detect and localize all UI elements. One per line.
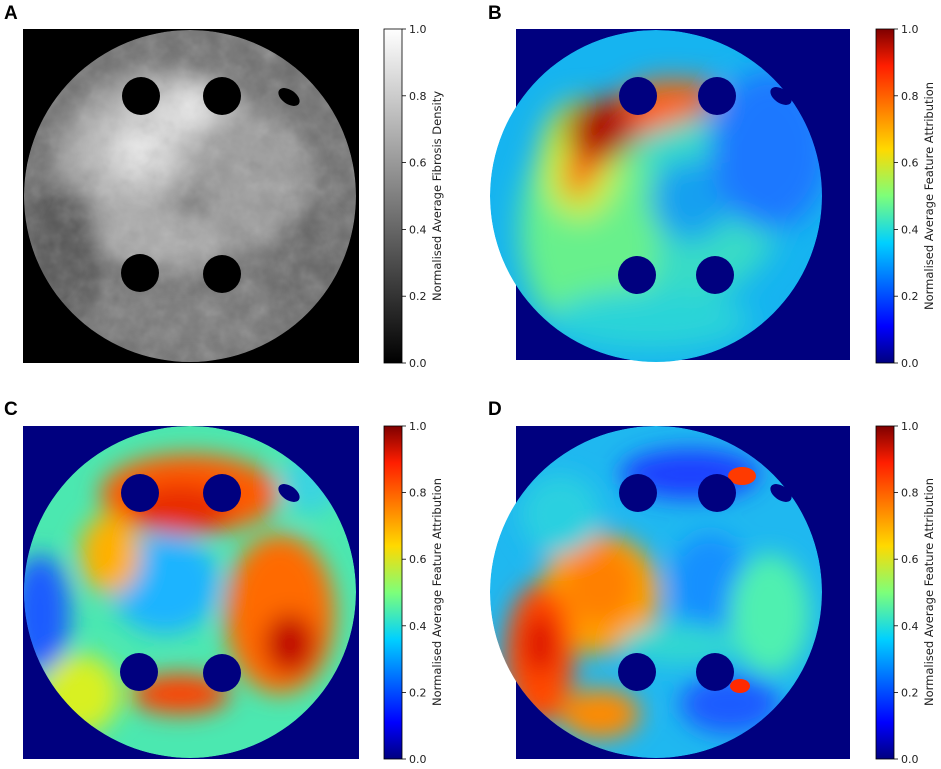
colorbar-tick-label: 1.0 [901,23,919,36]
hole-bottom-left [121,254,159,292]
panel-c: C [0,384,470,769]
colorbar-tick-label: 0.4 [901,620,919,633]
colorbar-tick-label: 0.6 [901,157,919,170]
colorbar-tick-label: 0.0 [409,753,427,766]
colorbar-tick-label: 1.0 [409,23,427,36]
hole-top-left [121,474,159,512]
colorbar: 0.0 0.2 0.4 0.6 0.8 1.0 Normalised Average Fe… [875,23,936,370]
hole-top-right [698,77,736,115]
heatmap-b: 0.0 0.2 0.4 0.6 0.8 1.0 Normalised Average Fe… [490,23,936,370]
heatmap-a: 0.0 0.2 0.4 0.6 0.8 1.0 Normalised Average Fi… [23,23,444,370]
panel-letter: D [488,399,502,420]
colorbar-tick-label: 0.2 [409,290,427,303]
colorbar: 0.0 0.2 0.4 0.6 0.8 1.0 Normalised Average Fe… [383,420,444,766]
hole-top-left [619,77,657,115]
panel-b: B [470,0,941,384]
panel-d: D [470,384,941,769]
colorbar-tick-label: 0.0 [409,357,427,370]
colorbar-tick-label: 0.2 [901,290,919,303]
hole-top-right [203,474,241,512]
colorbar-ticks: 0.0 0.2 0.4 0.6 0.8 1.0 [894,420,919,766]
colorbar-tick-label: 0.2 [409,686,427,699]
hole-top-right [698,474,736,512]
hole-small [770,484,792,502]
colorbar-tick-label: 0.8 [901,487,919,500]
hole-bottom-left [618,256,656,294]
hole-top-right [203,77,241,115]
hole-small [278,484,300,502]
colorbar-tick-label: 1.0 [409,420,427,433]
colorbar-tick-label: 0.2 [901,686,919,699]
panel-a: A [0,0,470,384]
colorbar-tick-label: 0.6 [409,157,427,170]
hole-bottom-right [696,256,734,294]
colorbar-tick-label: 0.8 [409,90,427,103]
panel-letter: B [488,3,502,24]
hole-small [770,87,792,105]
hole-bottom-right [203,255,241,293]
hole-bottom-right [203,654,241,692]
hole-bottom-left [618,653,656,691]
colorbar-tick-label: 0.0 [901,357,919,370]
colorbar-ticks: 0.0 0.2 0.4 0.6 0.8 1.0 [402,23,427,370]
colorbar-label: Normalised Average Feature Attribution [922,478,936,706]
colorbar-tick-label: 0.0 [901,753,919,766]
heatmap-c: 0.0 0.2 0.4 0.6 0.8 1.0 Normalised Average Fe… [23,420,444,766]
hole-small [278,88,300,106]
colorbar-tick-label: 0.4 [409,223,427,236]
colorbar-tick-label: 0.4 [409,620,427,633]
colorbar-label: Normalised Average Feature Attribution [922,82,936,310]
colorbar-label: Normalised Average Feature Attribution [430,478,444,706]
panel-letter: C [4,399,18,420]
colorbar-tick-label: 0.6 [409,553,427,566]
heatmap-d: 0.0 0.2 0.4 0.6 0.8 1.0 Normalised Average Fe… [490,420,936,766]
colorbar-tick-label: 0.6 [901,553,919,566]
colorbar-tick-label: 1.0 [901,420,919,433]
hole-top-left [619,474,657,512]
colorbar-ticks: 0.0 0.2 0.4 0.6 0.8 1.0 [894,23,919,370]
colorbar-ticks: 0.0 0.2 0.4 0.6 0.8 1.0 [402,420,427,766]
colorbar: 0.0 0.2 0.4 0.6 0.8 1.0 Normalised Average Fi… [383,23,444,370]
panel-letter: A [4,3,18,24]
colorbar-tick-label: 0.8 [901,90,919,103]
colorbar-label: Normalised Average Fibrosis Density [430,91,444,301]
hole-bottom-left [120,653,158,691]
colorbar-tick-label: 0.4 [901,223,919,236]
colorbar: 0.0 0.2 0.4 0.6 0.8 1.0 Normalised Average Fe… [875,420,936,766]
hole-top-left [122,77,160,115]
colorbar-tick-label: 0.8 [409,487,427,500]
hole-bottom-right [696,653,734,691]
